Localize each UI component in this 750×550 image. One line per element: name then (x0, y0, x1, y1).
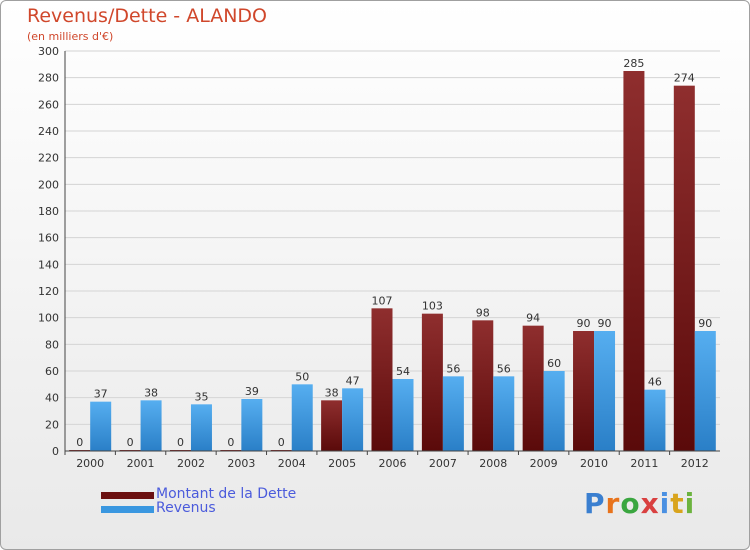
x-tick-label-2011: 2011 (630, 457, 658, 470)
logo-letter: o (620, 487, 641, 520)
y-tick-label-20: 20 (45, 418, 59, 431)
bar-revenue-2009 (543, 371, 565, 451)
data-label-debt-2003: 0 (227, 436, 234, 449)
x-tick-label-2006: 2006 (379, 457, 407, 470)
y-tick-label-260: 260 (38, 98, 59, 111)
chart-subtitle: (en milliers d'€) (27, 30, 114, 43)
bar-debt-2008 (472, 320, 494, 451)
data-label-debt-2007: 103 (422, 300, 443, 313)
y-tick-label-40: 40 (45, 392, 59, 405)
data-label-debt-2004: 0 (278, 436, 285, 449)
data-label-debt-2008: 98 (476, 306, 490, 319)
data-label-debt-2011: 285 (623, 57, 644, 70)
y-tick-label-160: 160 (38, 232, 59, 245)
bar-debt-2012 (673, 85, 695, 452)
y-tick-label-0: 0 (52, 445, 59, 458)
x-tick-label-2001: 2001 (127, 457, 155, 470)
data-label-debt-2010: 90 (577, 317, 591, 330)
data-label-debt-2012: 274 (674, 72, 695, 85)
logo-letter: P (584, 487, 606, 520)
y-tick-label-80: 80 (45, 338, 59, 351)
legend-swatch-revenue (101, 506, 154, 513)
bar-debt-2009 (522, 325, 544, 451)
bar-revenue-2005 (342, 388, 364, 451)
y-tick-label-180: 180 (38, 205, 59, 218)
bar-revenue-2011 (644, 389, 666, 451)
bar-revenue-2004 (291, 384, 313, 451)
y-tick-label-120: 120 (38, 285, 59, 298)
x-tick-label-2000: 2000 (76, 457, 104, 470)
bar-debt-2006 (371, 308, 393, 451)
x-tick-label-2009: 2009 (530, 457, 558, 470)
y-tick-label-220: 220 (38, 152, 59, 165)
y-tick-label-200: 200 (38, 178, 59, 191)
x-tick-label-2002: 2002 (177, 457, 205, 470)
data-label-revenue-2006: 54 (396, 365, 410, 378)
data-label-revenue-2007: 56 (446, 362, 460, 375)
y-tick-label-280: 280 (38, 72, 59, 85)
x-tick-label-2004: 2004 (278, 457, 306, 470)
bar-debt-2010 (573, 331, 595, 451)
data-label-revenue-2004: 50 (295, 370, 309, 383)
x-tick-label-2008: 2008 (479, 457, 507, 470)
logo-letter: t (670, 487, 685, 520)
x-tick-label-2012: 2012 (681, 457, 709, 470)
x-tick-label-2005: 2005 (328, 457, 356, 470)
bar-revenue-2012 (694, 331, 716, 451)
data-label-debt-2005: 38 (325, 386, 339, 399)
data-label-revenue-2010: 90 (598, 317, 612, 330)
data-label-revenue-2001: 38 (144, 386, 158, 399)
bar-revenue-2006 (392, 379, 414, 451)
legend-label-debt: Montant de la Dette (156, 486, 297, 502)
data-label-revenue-2011: 46 (648, 376, 662, 389)
proxiti-logo: Proxiti (584, 487, 695, 520)
bar-revenue-2007 (442, 376, 464, 451)
y-tick-label-60: 60 (45, 365, 59, 378)
y-tick-label-140: 140 (38, 258, 59, 271)
data-label-revenue-2008: 56 (497, 362, 511, 375)
data-label-revenue-2009: 60 (547, 357, 561, 370)
data-label-debt-2002: 0 (177, 436, 184, 449)
data-label-revenue-2012: 90 (698, 317, 712, 330)
data-label-revenue-2002: 35 (194, 390, 208, 403)
chart-title: Revenus/Dette - ALANDO (27, 5, 268, 27)
bar-revenue-2002 (190, 404, 212, 451)
y-tick-label-240: 240 (38, 125, 59, 138)
logo-letter: i (684, 487, 696, 520)
data-label-debt-2009: 94 (526, 312, 540, 325)
data-label-revenue-2005: 47 (346, 374, 360, 387)
logo-letter: r (605, 487, 621, 520)
y-tick-label-100: 100 (38, 312, 59, 325)
x-tick-label-2010: 2010 (580, 457, 608, 470)
legend-label-revenue: Revenus (156, 500, 216, 516)
logo-letter: x (640, 487, 660, 520)
bar-debt-2005 (321, 400, 343, 451)
data-label-revenue-2000: 37 (94, 388, 108, 401)
bar-revenue-2010 (594, 331, 616, 451)
legend-swatch-debt (101, 492, 154, 499)
bar-revenue-2001 (140, 400, 162, 451)
bar-revenue-2008 (493, 376, 515, 451)
data-label-debt-2000: 0 (76, 436, 83, 449)
data-label-revenue-2003: 39 (245, 385, 259, 398)
y-tick-label-300: 300 (38, 45, 59, 58)
bar-revenue-2003 (241, 399, 263, 451)
data-label-debt-2006: 107 (372, 294, 393, 307)
data-label-debt-2001: 0 (127, 436, 134, 449)
bar-debt-2007 (421, 313, 443, 451)
x-tick-label-2003: 2003 (227, 457, 255, 470)
bar-debt-2011 (623, 71, 645, 451)
bar-revenue-2000 (90, 401, 112, 451)
logo-letter: i (659, 487, 671, 520)
x-tick-label-2007: 2007 (429, 457, 457, 470)
